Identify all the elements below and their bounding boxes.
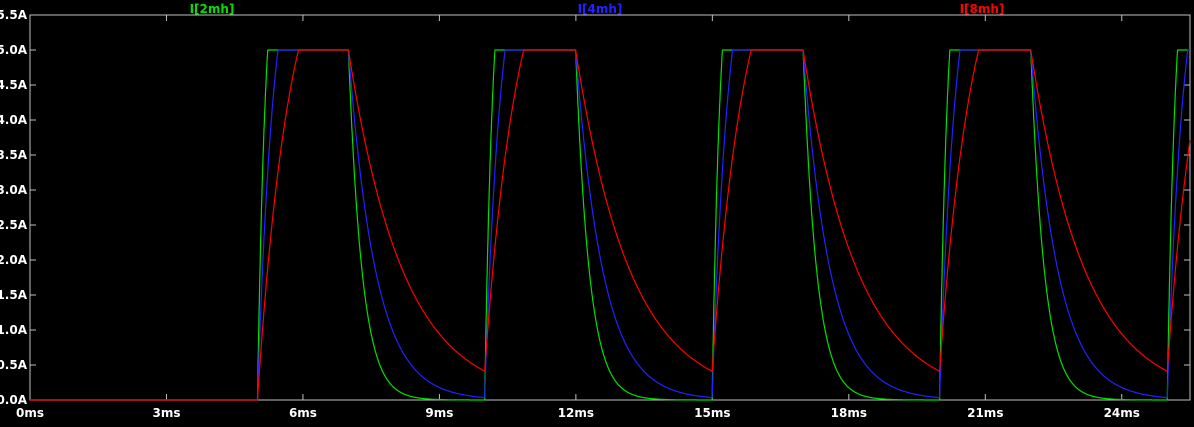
y-tick-label: 4.5A [0, 78, 28, 92]
y-tick-label: 5.5A [0, 8, 28, 22]
x-tick-label: 3ms [152, 406, 180, 420]
y-tick-label: 1.5A [0, 288, 28, 302]
x-tick-label: 15ms [694, 406, 730, 420]
y-tick-label: 4.0A [0, 113, 28, 127]
trace-label-i8mh: I[8mh] [959, 2, 1005, 16]
y-tick-label: 3.0A [0, 183, 28, 197]
plot-frame [29, 14, 1191, 401]
y-tick-label: 1.0A [0, 323, 28, 337]
y-tick-label: 2.5A [0, 218, 28, 232]
x-tick-label: 18ms [831, 406, 867, 420]
y-tick-label: 3.5A [0, 148, 28, 162]
trace-i2mh [29, 49, 1191, 401]
x-tick-label: 0ms [16, 406, 44, 420]
x-tick-label: 9ms [425, 406, 453, 420]
x-tick-label: 24ms [1104, 406, 1140, 420]
x-tick-label: 21ms [967, 406, 1003, 420]
y-tick-label: 2.0A [0, 253, 28, 267]
trace-i8mh [29, 49, 1191, 401]
y-tick-label: 0.5A [0, 358, 28, 372]
y-tick-label: 5.0A [0, 43, 28, 57]
x-tick-label: 12ms [558, 406, 594, 420]
trace-label-i2mh: I[2mh] [189, 2, 235, 16]
trace-i4mh [29, 49, 1191, 401]
y-tick-label: 0.0A [0, 393, 28, 407]
trace-label-i4mh: I[4mh] [577, 2, 623, 16]
x-tick-label: 6ms [289, 406, 317, 420]
